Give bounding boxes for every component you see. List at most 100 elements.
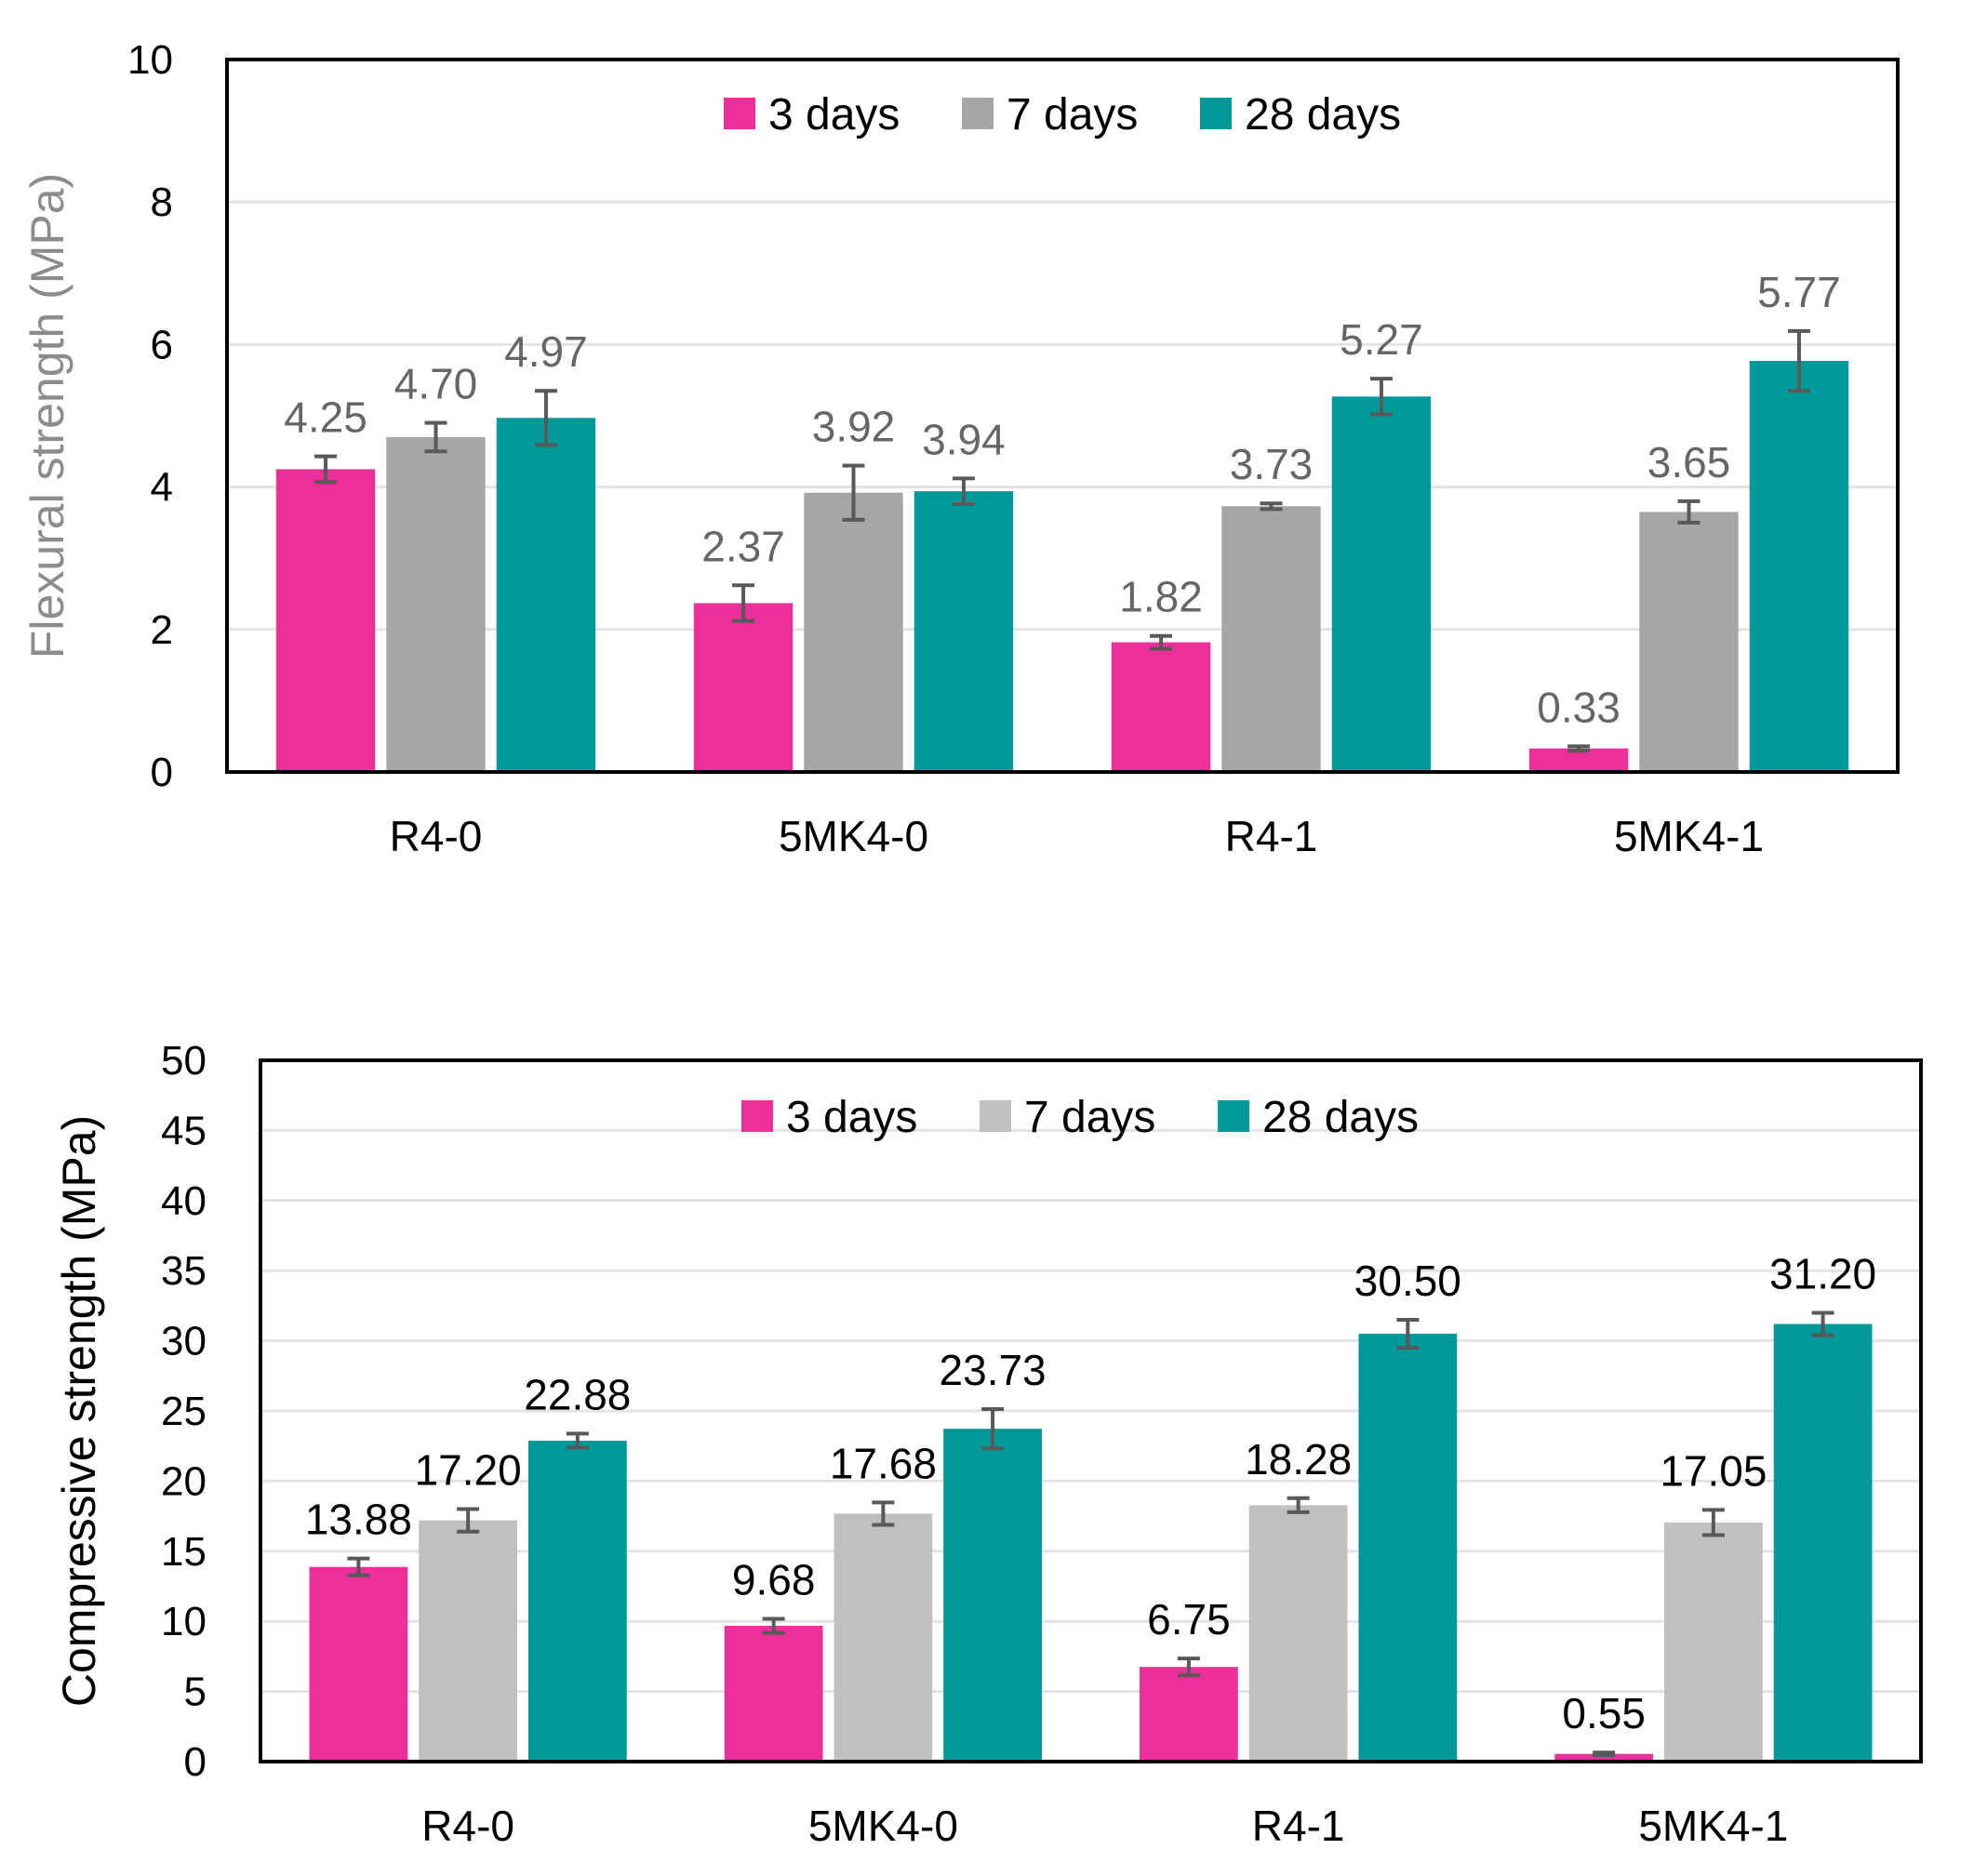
y-axis-ticks: 0 2 4 6 8 10 (127, 37, 173, 795)
error-bar (1567, 744, 1591, 753)
data-label: 3.94 (922, 415, 1006, 463)
data-label: 3.73 (1230, 440, 1314, 488)
error-bar (1677, 499, 1701, 525)
data-label: 17.05 (1660, 1446, 1767, 1495)
data-label: 2.37 (701, 522, 785, 570)
data-label: 18.28 (1245, 1435, 1352, 1484)
error-bar (566, 1431, 589, 1450)
data-label: 3.65 (1647, 438, 1731, 486)
y-tick-label: 10 (161, 1599, 207, 1644)
bar (1331, 396, 1432, 772)
data-label: 4.97 (504, 327, 588, 376)
bar (1140, 1667, 1238, 1762)
bar (943, 1429, 1042, 1762)
bar (834, 1513, 933, 1762)
error-bar (1369, 377, 1393, 417)
category-label: 5MK4-0 (808, 1802, 958, 1850)
y-tick-label: 6 (151, 322, 173, 367)
error-bar (1260, 501, 1283, 512)
data-label: 5.77 (1757, 268, 1841, 316)
error-bar (347, 1556, 370, 1577)
data-label: 3.92 (812, 403, 896, 451)
data-label: 17.20 (415, 1446, 522, 1495)
y-tick-label: 0 (184, 1739, 207, 1785)
error-bar (1150, 633, 1173, 651)
error-bar (1177, 1656, 1200, 1678)
legend-label: 3 days (786, 1093, 917, 1142)
compressive-strength-chart: 0 5 10 15 20 25 30 35 40 45 50 Compressive strength… (53, 1038, 1923, 1850)
error-bar (842, 463, 865, 522)
legend-swatch (1218, 1100, 1249, 1132)
y-tick-label: 8 (151, 180, 173, 225)
data-label: 0.33 (1537, 683, 1621, 731)
y-tick-label: 25 (161, 1389, 207, 1434)
bar (275, 469, 376, 772)
legend-label: 28 days (1262, 1093, 1419, 1142)
bar (309, 1566, 408, 1762)
bar (1554, 1753, 1654, 1762)
error-bar (732, 583, 755, 623)
error-bar (872, 1500, 895, 1527)
legend-label: 7 days (1024, 1093, 1155, 1142)
legend-label: 28 days (1245, 90, 1401, 140)
y-tick-label: 50 (161, 1038, 207, 1084)
error-bar (1287, 1496, 1310, 1514)
legend-swatch (980, 1100, 1011, 1132)
flexural-strength-chart: 0 2 4 6 8 10 Flexural strength (MPa) 4.25 2.37 1.… (21, 37, 1900, 860)
data-label: 31.20 (1769, 1249, 1876, 1297)
error-bar (1787, 328, 1810, 393)
data-label: 22.88 (524, 1370, 631, 1418)
bar (1358, 1334, 1458, 1762)
data-label: 4.70 (394, 360, 478, 408)
category-label: 5MK4-0 (779, 812, 928, 860)
legend-label: 3 days (768, 90, 900, 140)
bar (1773, 1324, 1873, 1762)
plot-frame (225, 58, 1900, 774)
data-label: 9.68 (732, 1555, 816, 1603)
y-tick-label: 5 (184, 1670, 207, 1715)
x-axis-categories: R4-0 5MK4-0 R4-1 5MK4-1 (421, 1802, 1788, 1850)
category-label: R4-0 (421, 1802, 514, 1850)
bar (419, 1520, 518, 1762)
legend-swatch (741, 1100, 773, 1132)
data-label: 30.50 (1354, 1257, 1461, 1305)
data-label: 13.88 (305, 1496, 412, 1544)
bar (1111, 642, 1211, 772)
series-3-days: 4.25 2.37 1.82 0.33 (275, 393, 1629, 772)
series-7-days: 17.20 17.68 18.28 17.05 (415, 1435, 1767, 1762)
category-label: R4-0 (390, 812, 483, 860)
category-label: 5MK4-1 (1614, 812, 1764, 860)
bar (1639, 512, 1739, 772)
legend-label: 7 days (1007, 90, 1138, 140)
bar (724, 1626, 823, 1762)
data-label: 23.73 (940, 1346, 1047, 1394)
y-tick-label: 35 (161, 1248, 207, 1294)
bar (527, 1440, 627, 1762)
y-tick-label: 45 (161, 1108, 207, 1153)
bar (693, 603, 794, 772)
y-tick-label: 40 (161, 1178, 207, 1224)
series-28-days: 22.88 23.73 30.50 31.20 (524, 1249, 1876, 1762)
y-axis-title: Flexural strength (MPa) (21, 173, 73, 659)
series-28-days: 4.97 3.94 5.27 5.77 (496, 268, 1849, 772)
error-bar (981, 1407, 1005, 1451)
error-bar (457, 1507, 480, 1534)
error-bar (424, 420, 447, 454)
legend: 3 days 7 days 28 days (724, 90, 1401, 140)
legend-swatch (962, 98, 994, 129)
error-bar (534, 389, 557, 447)
series-3-days: 13.88 9.68 6.75 0.55 (305, 1496, 1654, 1762)
category-label: R4-1 (1225, 812, 1318, 860)
error-bar (952, 476, 975, 506)
y-tick-label: 4 (151, 465, 173, 511)
series-7-days: 4.70 3.92 3.73 3.65 (386, 360, 1739, 772)
y-axis-title: Compressive strength (MPa) (53, 1115, 105, 1707)
bar (1663, 1522, 1763, 1762)
bar (1248, 1505, 1348, 1762)
bar (1749, 361, 1849, 772)
category-label: 5MK4-1 (1638, 1802, 1788, 1850)
data-label: 5.27 (1340, 315, 1423, 364)
bar (914, 491, 1014, 772)
y-axis-ticks: 0 5 10 15 20 25 30 35 40 45 50 (161, 1038, 207, 1785)
